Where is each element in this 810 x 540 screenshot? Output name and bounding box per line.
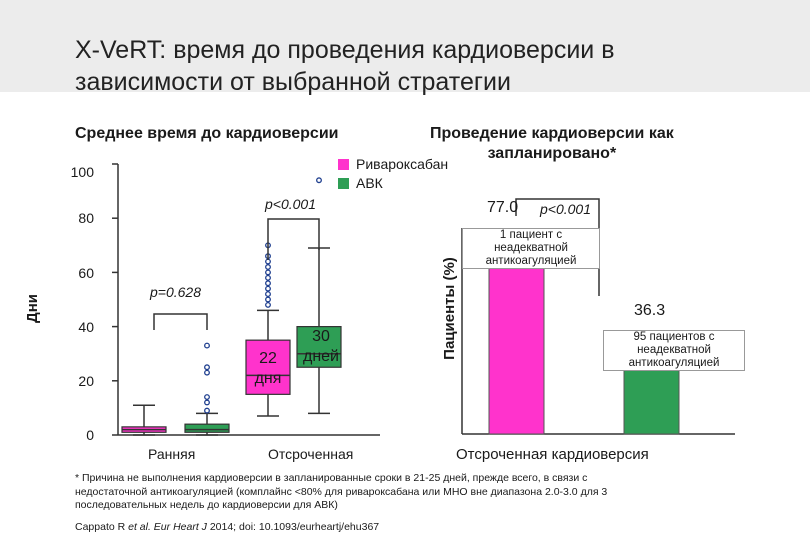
outlier-point [204,342,210,349]
bar-riva [488,241,545,435]
box-avk [296,326,342,368]
outlier-point [316,177,322,184]
outlier-point [265,301,271,308]
right-subtitle: Проведение кардиоверсии как запланирован… [430,124,674,164]
outlier-point [204,364,210,371]
legend-label-rivaroxaban: Ривароксабан [356,156,449,172]
y-tick-20: 20 [78,373,94,389]
outlier-point [265,274,271,281]
avk-box-label: 30 дней [296,327,346,367]
outlier-point [265,291,271,298]
category-right: Отсроченная кардиоверсия [456,446,649,463]
avk-box-label-line-1: 30 [312,328,330,345]
title-line-1: X-VeRT: время до проведения кардиоверсии… [75,36,615,64]
legend-swatch-rivaroxaban [338,159,349,170]
outlier-point [265,269,271,276]
footnote: * Причина не выполнения кардиоверсии в з… [75,472,608,511]
outlier-point [204,394,210,401]
avk-box-label-line-2: дней [302,348,339,365]
right-subtitle-line-1: Проведение кардиоверсии как [430,125,674,142]
outlier-point [204,399,210,406]
y-tick-80: 80 [78,210,94,226]
annotation-avk: 95 пациентов с неадекватной антикоагуляц… [603,330,745,371]
p-value-delayed: p<0.001 [265,196,316,212]
y-tick-40: 40 [78,319,94,335]
riva-box-label-line-2: дня [254,370,282,387]
box-riva [245,339,291,395]
citation: Cappato R et al. Eur Heart J 2014; doi: … [75,521,380,533]
p-value-early: p=0.628 [150,284,201,300]
outlier-point [265,264,271,270]
outlier-point [265,280,271,287]
outlier-point [265,285,271,292]
avk-bar-value: 36.3 [634,302,666,319]
left-subtitle: Среднее время до кардиоверсии [75,125,339,142]
page-title: X-VeRT: время до проведения кардиоверсии… [75,34,614,98]
outlier-point [204,407,210,414]
bracket-early [153,313,208,330]
outlier-point [204,369,210,376]
box-avk [184,423,230,433]
y-tick-100: 100 [70,164,94,180]
right-subtitle-line-2: запланировано* [487,145,617,162]
legend-swatch-avk [338,178,349,189]
title-line-2: зависимости от выбранной стратегии [75,68,511,96]
category-delayed: Отсроченная [268,446,354,462]
legend-label-avk: АВК [356,175,383,191]
y-tick-60: 60 [78,265,94,281]
header-band [0,0,810,92]
outlier-point [265,296,271,303]
riva-box-label: 22 дня [241,349,295,389]
category-early: Ранняя [148,446,196,462]
riva-bar-value: 77.0 [487,199,519,216]
bracket-delayed [267,218,320,260]
riva-box-label-line-1: 22 [259,350,277,367]
annotation-riva: 1 пациент с неадекватной антикоагуляцией [462,228,600,269]
p-value-right: p<0.001 [540,201,591,217]
y-tick-0: 0 [86,427,94,443]
